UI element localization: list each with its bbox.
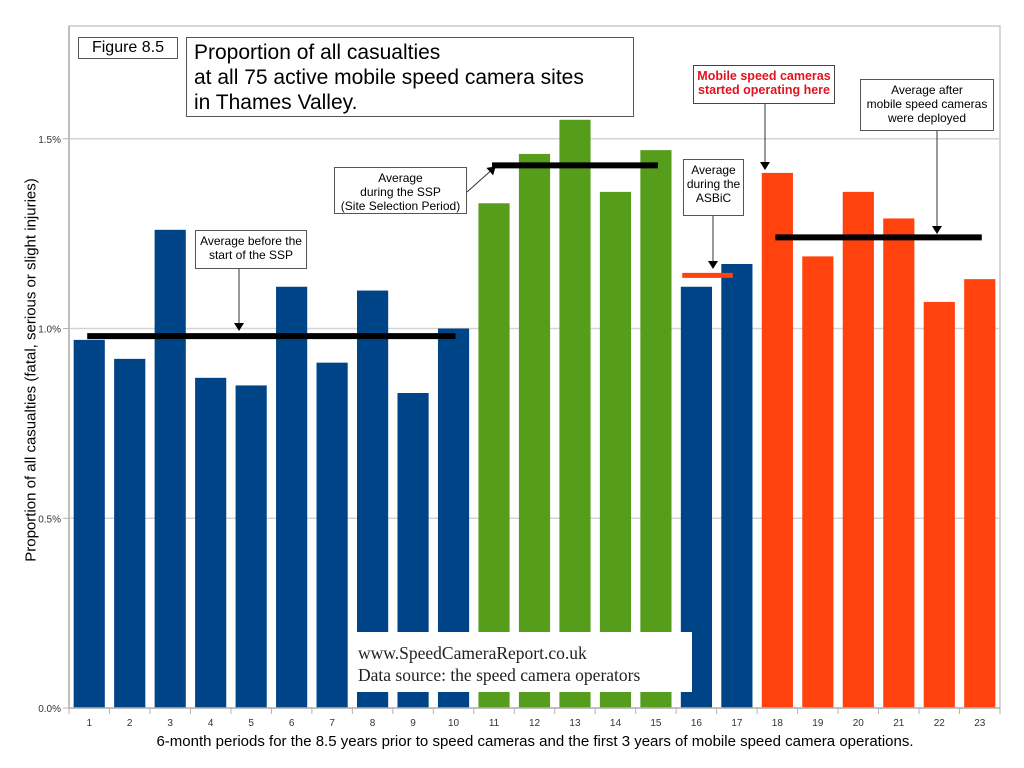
annotation-text: were deployed [887,111,967,125]
bar-period-4 [195,377,227,708]
bar-period-21 [883,218,915,708]
x-axis-label: 6-month periods for the 8.5 years prior … [156,733,914,750]
bars [73,119,996,708]
x-tick-label: 19 [812,718,824,729]
x-tick-label: 11 [489,718,500,729]
annotation-text: Average [378,171,423,185]
x-tick-label: 9 [410,718,416,729]
website-text: www.SpeedCameraReport.co.uk [358,643,587,663]
bar-period-5 [235,385,267,708]
bar-period-12 [518,153,551,708]
annotation-text: Mobile speed cameras [697,69,831,83]
average-lines [87,162,982,340]
bar-period-1 [73,339,105,708]
bar-period-11 [478,203,510,708]
annotation-text: mobile speed cameras [866,97,988,111]
x-tick-label: 17 [731,718,743,729]
bar-period-15 [640,150,672,708]
x-tick-label: 15 [650,718,662,729]
annotation-text: ASBiC [695,191,732,205]
y-tick-label: 1.5% [38,135,61,146]
annotation-text: during the [686,177,741,191]
x-tick-label: 18 [772,718,784,729]
bar-period-18 [761,172,793,708]
source-watermark: www.SpeedCameraReport.co.uk Data source:… [350,632,692,692]
annotation-text: start of the SSP [208,248,294,262]
annotation-text: Average after [891,83,963,97]
bar-period-17 [721,263,753,708]
bar-period-14 [599,191,632,708]
annotation-after-deployment: Average after mobile speed cameras were … [860,79,994,131]
annotation-text: (Site Selection Period) [340,199,461,213]
data-source-text: Data source: the speed camera operators [358,665,641,685]
bar-period-2 [114,358,146,708]
annotation-text: during the SSP [360,185,441,199]
bar-period-23 [964,279,996,708]
bar-period-6 [276,286,308,708]
x-tick-label: 3 [167,718,173,729]
annotation-during-asbic: Average during the ASBiC [683,159,744,216]
annotation-text: started operating here [698,83,830,97]
x-tick-label: 12 [529,718,541,729]
x-tick-label: 10 [448,718,460,729]
x-tick-label: 6 [289,718,295,729]
annotation-text: Average [691,163,736,177]
x-tick-label: 23 [974,718,986,729]
bar-period-13 [559,119,591,708]
x-tick-label: 8 [370,718,376,729]
x-tick-label: 1 [86,718,92,729]
x-axis-ticks: 1 2 3 4 5 6 7 8 9 10 11 12 13 14 15 16 17 18 19 20 21 22 23 [68,26,1001,729]
chart-title: Proportion of all casualties at all 75 a… [186,37,634,117]
x-tick-label: 13 [569,718,581,729]
title-line: at all 75 active mobile speed camera sit… [194,66,584,89]
x-tick-label: 14 [610,718,622,729]
x-tick-label: 21 [893,718,905,729]
bar-period-19 [802,256,834,708]
annotation-before-ssp: Average before the start of the SSP [195,230,307,269]
x-tick-label: 16 [691,718,703,729]
annotation-cameras-started: Mobile speed cameras started operating h… [693,65,835,104]
title-line: Proportion of all casualties [194,41,441,64]
annotation-during-ssp: Average during the SSP (Site Selection P… [334,167,467,214]
y-tick-label: 0.0% [38,704,61,715]
title-line: in Thames Valley. [194,91,358,114]
annotation-text: Average before the [200,234,302,248]
figure-label: Figure 8.5 [78,37,178,59]
annotation-arrows [234,104,942,331]
arrow-during-ssp [466,166,496,193]
y-axis-ticks: 0.0% 0.5% 1.0% 1.5% [38,135,69,715]
bar-period-20 [842,191,874,708]
x-tick-label: 2 [127,718,133,729]
bar-period-3 [154,229,186,708]
bar-period-7 [316,362,348,708]
x-tick-label: 20 [853,718,865,729]
y-tick-label: 1.0% [38,325,61,336]
x-tick-label: 5 [248,718,254,729]
x-tick-label: 22 [934,718,946,729]
y-axis-label: Proportion of all casualties (fatal, ser… [22,178,40,562]
bar-period-22 [923,301,955,708]
x-tick-label: 7 [329,718,335,729]
y-tick-label: 0.5% [38,514,61,525]
x-tick-label: 4 [208,718,214,729]
